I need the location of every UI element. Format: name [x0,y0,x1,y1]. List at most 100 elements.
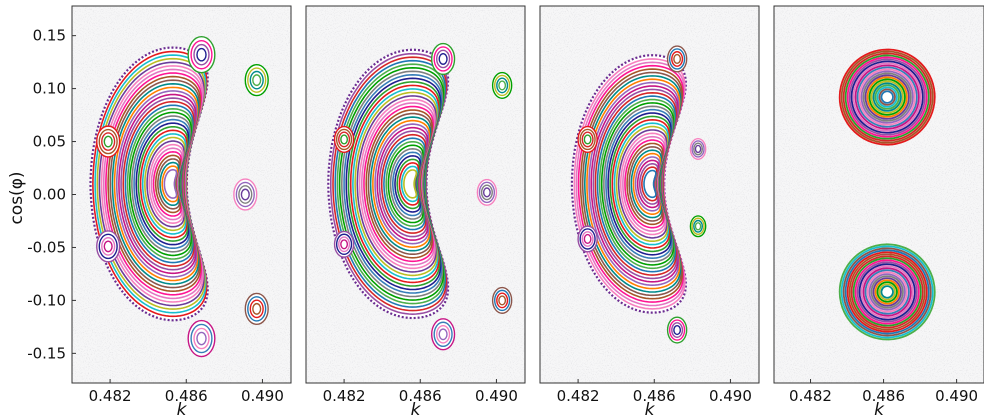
y-tick-label: 0.05 [33,133,66,151]
island-chain [436,324,451,344]
island-chain [496,77,509,94]
invariant-curve [374,123,430,245]
island-chain [691,140,705,158]
island-chain [668,48,686,70]
x-tick-label: 0.482 [557,387,600,405]
island-chain [491,286,513,314]
invariant-curve [98,61,205,307]
island-chain [438,328,448,341]
invariant-curve [133,118,191,249]
invariant-curve [868,78,906,116]
island-chain [101,237,116,256]
y-tick-label: -0.15 [27,344,66,362]
invariant-curve [124,104,194,264]
island-chain [247,296,267,322]
island-chain [238,185,253,204]
invariant-curve [378,130,428,238]
invariant-curve [842,247,932,337]
island-chain [496,292,509,309]
invariant-curve [628,146,663,222]
invariant-curve [345,77,442,291]
island-chain [98,233,118,260]
island-chain [340,134,349,145]
invariant-curve [148,143,184,225]
island-chain [103,135,113,148]
invariant-curve [852,62,922,132]
invariant-curve [848,253,926,331]
invariant-curve [846,251,928,333]
invariant-curve [617,129,668,239]
island-chain [694,144,702,154]
x-tick-label: 0.490 [935,387,978,405]
chart-panel-2: 0.482 0.486 0.490 k [305,5,526,417]
invariant-curve [592,88,678,280]
island-chain [433,321,453,348]
island-chain [335,233,353,255]
invariant-curve [161,165,179,203]
island-chain [96,230,121,263]
invariant-curve [389,147,423,220]
invariant-curve [122,100,195,267]
invariant-curve [105,72,203,296]
island-chain [338,131,351,148]
invariant-curve [141,133,187,235]
island-chain [438,53,448,65]
island-chain [244,64,269,97]
invariant-curve [844,54,930,140]
y-tick-label: -0.05 [27,238,66,256]
island-chain [666,45,688,73]
invariant-curve [118,93,197,275]
invariant-curve [365,109,434,259]
island-chain [252,302,262,315]
island-chain [196,47,207,62]
invariant-curve [581,71,683,297]
island-chain [478,181,496,204]
island-chain [673,53,682,65]
invariant-curve [615,125,669,242]
island-chain [579,128,596,151]
invariant-curve [840,50,934,144]
x-tick-label: 0.486 [862,387,905,405]
island-chain [581,231,594,247]
island-chain [247,67,267,93]
invariant-curve [856,261,918,323]
invariant-curve [596,95,677,273]
invariant-curve [387,144,424,224]
invariant-curve [876,86,898,108]
invariant-curve [862,72,912,122]
invariant-curve [400,165,419,203]
invariant-curve [392,151,422,217]
island-chain [249,299,264,319]
invariant-curve [113,86,199,282]
island-chain [436,49,451,69]
invariant-curve [874,279,900,305]
island-chain [491,71,513,99]
x-tick-label: 0.486 [633,387,676,405]
island-chain [693,219,704,233]
invariant-curve [363,105,434,263]
invariant-curve [643,169,657,199]
invariant-curve [361,102,435,266]
invariant-curve [340,70,444,298]
invariant-curve [590,85,679,283]
invariant-curve [840,245,934,339]
invariant-curve [634,156,661,212]
invariant-curve [385,141,425,227]
invariant-curve [354,91,438,277]
island-chain [98,128,118,155]
x-tick-label: 0.482 [89,387,132,405]
chart-panel-1: 0.482 0.486 0.490 0.15 0.10 0.05 0.00 -0.05 -0.1… [27,5,292,417]
invariant-curve [641,166,658,202]
island-chain [579,228,596,250]
plot-frame [539,5,760,384]
invariant-curve [864,269,910,315]
island-chain [187,319,216,358]
invariant-curve [394,155,421,213]
invariant-curve [336,63,446,305]
invariant-curve [577,64,684,303]
x-tick-label: 0.486 [165,387,208,405]
invariant-curve [876,281,898,303]
invariant-curve [872,277,902,307]
invariant-curve [852,257,922,327]
invariant-curve [144,136,186,232]
